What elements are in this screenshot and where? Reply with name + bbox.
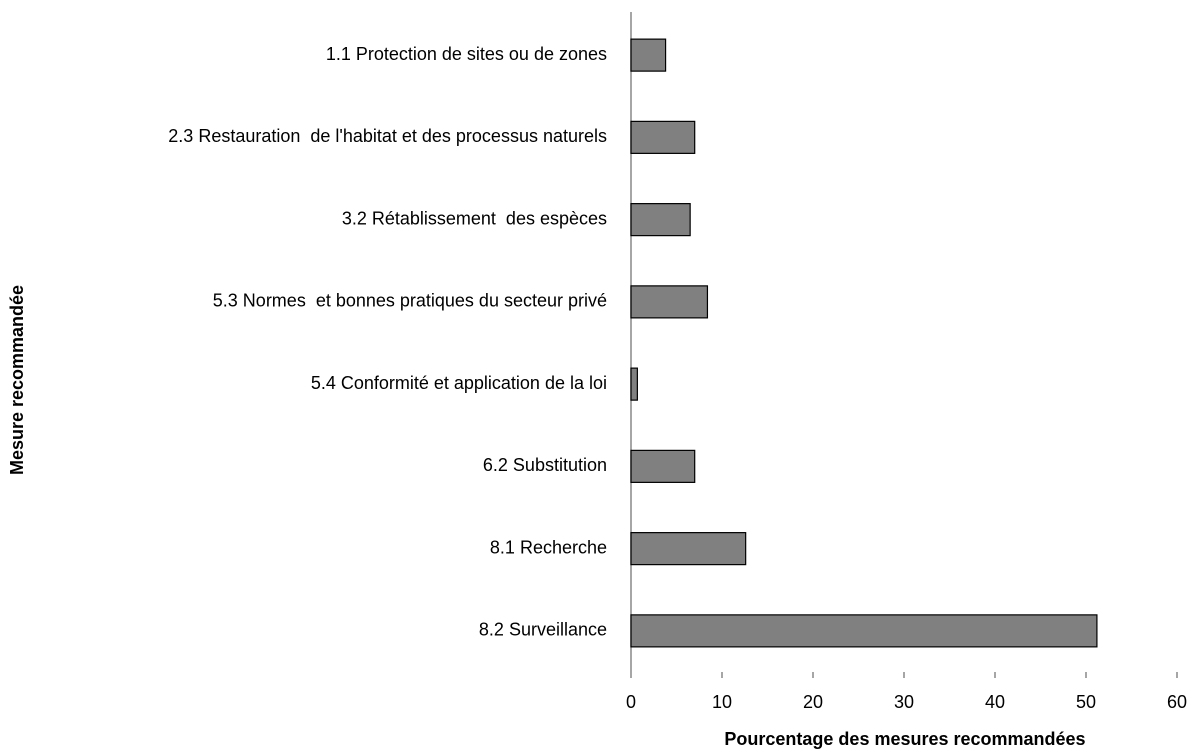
y-tick-label: 2.3 Restauration de l'habitat et des pro… bbox=[168, 126, 607, 146]
y-tick-label: 8.1 Recherche bbox=[490, 537, 607, 557]
bar bbox=[630, 367, 638, 401]
y-tick-label: 8.2 Surveillance bbox=[479, 620, 607, 640]
x-tick-label: 40 bbox=[985, 692, 1005, 712]
x-tick-label: 30 bbox=[894, 692, 914, 712]
bar bbox=[630, 285, 709, 319]
x-tick-label: 10 bbox=[712, 692, 732, 712]
y-tick-label: 1.1 Protection de sites ou de zones bbox=[326, 44, 607, 64]
bar bbox=[630, 614, 1098, 648]
y-tick-label: 5.4 Conformité et application de la loi bbox=[311, 373, 607, 393]
bar bbox=[630, 120, 696, 154]
y-tick-label: 5.3 Normes et bonnes pratiques du secteu… bbox=[213, 291, 607, 311]
bar bbox=[630, 203, 691, 237]
bar bbox=[630, 38, 667, 72]
x-tick-label: 20 bbox=[803, 692, 823, 712]
x-tick-label: 0 bbox=[626, 692, 636, 712]
x-tick-label: 50 bbox=[1076, 692, 1096, 712]
bar bbox=[630, 532, 747, 566]
y-tick-label: 6.2 Substitution bbox=[483, 455, 607, 475]
y-axis-label: Mesure recommandée bbox=[7, 285, 27, 475]
y-tick-label: 3.2 Rétablissement des espèces bbox=[342, 208, 607, 228]
bar bbox=[630, 449, 696, 483]
x-tick-label: 60 bbox=[1167, 692, 1187, 712]
x-axis-label: Pourcentage des mesures recommandées bbox=[724, 729, 1085, 749]
